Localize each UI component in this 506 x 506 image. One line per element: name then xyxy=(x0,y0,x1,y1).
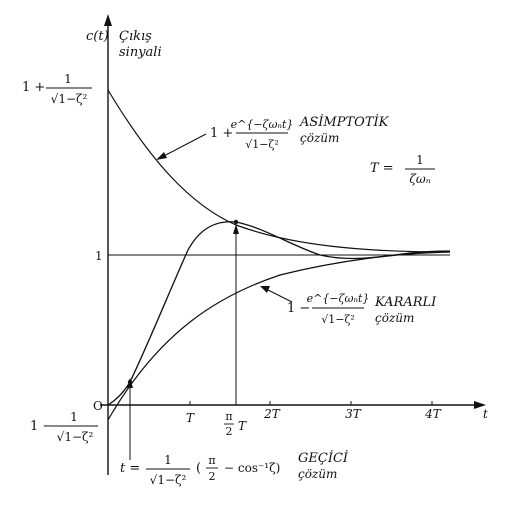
steady-leader-arrow xyxy=(260,286,270,293)
transient-paren-open: ( xyxy=(196,461,201,476)
transient-title: GEÇİCİ xyxy=(298,449,349,466)
steady-num: e^{−ζωₙt} xyxy=(307,292,370,305)
asymptotic-leader-arrow xyxy=(156,152,167,160)
peak-tick-den: 2 xyxy=(226,425,233,438)
steady-subtitle: çözüm xyxy=(375,311,414,325)
asymptotic-prefix: 1 + xyxy=(210,126,233,141)
upper-intercept-den: √1−ζ² xyxy=(51,92,88,106)
transient-den: √1−ζ² xyxy=(150,473,187,487)
asymptotic-leader xyxy=(159,133,207,159)
steady-title: KARARLI xyxy=(374,295,437,310)
tick-label-3T: 3T xyxy=(345,407,362,421)
origin-label: O xyxy=(93,399,103,413)
transient-num: 1 xyxy=(164,453,172,467)
tick-label-4T: 4T xyxy=(424,407,442,421)
peak-tick-suffix: T xyxy=(238,419,247,433)
tick-label-2T: 2T xyxy=(263,407,281,421)
x-axis-arrow xyxy=(474,401,486,409)
lower-envelope-curve xyxy=(107,251,451,421)
upper-intercept-prefix: 1 + xyxy=(22,80,45,95)
period-den: ζωₙ xyxy=(409,172,430,186)
period-prefix: T = xyxy=(370,161,394,176)
peak-time-arrow xyxy=(233,224,239,234)
y-axis-arrow xyxy=(104,14,112,26)
peak-point xyxy=(233,219,239,225)
unity-label: 1 xyxy=(95,249,103,263)
transient-pi-num: π xyxy=(208,454,215,467)
asymptotic-num: e^{−ζωₙt} xyxy=(231,118,294,131)
peak-tick-num: π xyxy=(225,410,232,423)
steady-leader xyxy=(263,287,293,303)
asymptotic-title: ASİMPTOTİK xyxy=(299,113,390,130)
steady-den: √1−ζ² xyxy=(321,313,355,326)
upper-intercept-num: 1 xyxy=(64,72,72,86)
x-axis-label: t xyxy=(483,407,488,421)
transient-subtitle: çözüm xyxy=(298,467,337,481)
transient-rest: − cos⁻¹ζ) xyxy=(224,461,280,475)
transient-prefix: t = xyxy=(120,461,140,476)
y-axis-symbol: c(t) xyxy=(86,29,109,44)
tick-label-T: T xyxy=(186,411,195,425)
lower-intercept-prefix: 1 − xyxy=(30,419,53,434)
lower-intercept-num: 1 xyxy=(70,410,78,424)
asymptotic-subtitle: çözüm xyxy=(300,131,339,145)
period-num: 1 xyxy=(416,153,424,167)
transient-point xyxy=(127,379,133,385)
asymptotic-den: √1−ζ² xyxy=(245,138,279,151)
steady-prefix: 1 − xyxy=(287,301,310,316)
y-axis-title-line2: sinyali xyxy=(119,45,162,60)
y-axis-title-line1-visible: Çıkış xyxy=(119,29,152,44)
lower-intercept-den: √1−ζ² xyxy=(57,430,94,444)
upper-envelope-curve xyxy=(107,89,451,253)
transient-pi-den: 2 xyxy=(209,470,216,483)
